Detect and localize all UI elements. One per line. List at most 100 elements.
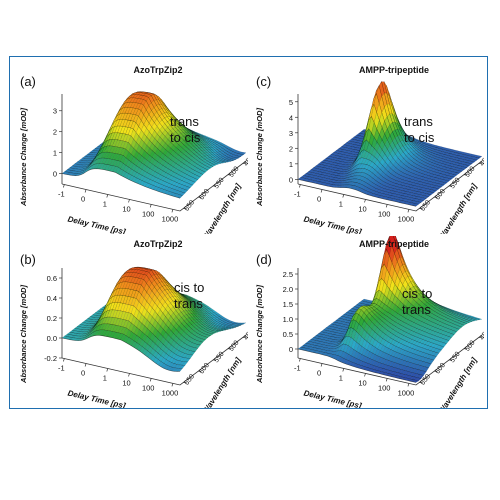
x-tick-label: 1000 <box>398 214 415 223</box>
x-tick <box>299 358 301 362</box>
surface-slice-line <box>61 168 181 199</box>
z-tick-label: 2 <box>53 128 57 137</box>
x-tick <box>128 373 130 377</box>
panel-b-zlabel: Absorbance Change [mOD] <box>19 285 28 384</box>
y-tick-label: 500 <box>464 339 477 353</box>
panel-d-xlabel: Delay Time [ps] <box>303 389 363 408</box>
axis-floor-edge <box>297 334 483 386</box>
y-tick-label: 550 <box>213 177 226 191</box>
z-tick-label: 2 <box>289 144 293 153</box>
x-tick-label: 0 <box>81 369 85 378</box>
panel-d-chart: 00.51.01.52.02.5-10110100100045050055060… <box>255 236 484 408</box>
z-tick-label: -0.2 <box>44 354 57 363</box>
z-tick-label: 0.4 <box>47 294 57 303</box>
z-tick-label: 0 <box>289 345 293 354</box>
x-tick <box>84 189 87 193</box>
panel-c-zlabel: Absorbance Change [mOD] <box>255 108 264 207</box>
panel-a-zlabel: Absorbance Change [mOD] <box>19 108 28 207</box>
panel-d-label: (d) <box>256 252 272 267</box>
panel-a-xlabel: Delay Time [ps] <box>67 215 127 234</box>
y-tick-label: 600 <box>198 362 211 376</box>
panel-b-title: AzoTrpZip2 <box>134 239 183 249</box>
z-tick-label: 0.5 <box>283 330 293 339</box>
panel-b-label: (b) <box>20 252 36 267</box>
y-tick-label: 450 <box>479 328 484 342</box>
x-tick-label: 0 <box>317 369 321 378</box>
panel-c-annotation-line1: trans <box>404 114 433 129</box>
x-tick <box>149 378 152 382</box>
x-tick <box>320 189 323 193</box>
x-tick-label: 1000 <box>162 388 179 397</box>
y-tick-label: 450 <box>479 154 484 168</box>
panel-a-annotation-line1: trans <box>170 114 199 129</box>
z-tick-label: 1.0 <box>283 315 293 324</box>
x-tick <box>385 378 388 382</box>
panel-c-annotation-line2: to cis <box>404 130 435 145</box>
x-tick-label: 1 <box>339 373 343 382</box>
x-tick-label: 1000 <box>398 388 415 397</box>
z-tick-label: 2.5 <box>283 270 293 279</box>
panel-c-label: (c) <box>256 74 271 89</box>
panel-a-surface <box>61 91 247 199</box>
panel-c-surface <box>297 81 483 207</box>
panel-a-title: AzoTrpZip2 <box>134 65 183 75</box>
axis-floor-edge <box>297 160 483 212</box>
x-tick-label: 1 <box>339 199 343 208</box>
x-tick <box>320 363 323 367</box>
x-tick-label: 1000 <box>162 214 179 223</box>
x-tick <box>171 209 174 213</box>
z-tick-label: 1 <box>289 160 293 169</box>
surface-slice-line <box>297 348 417 383</box>
x-tick-label: 1 <box>103 199 107 208</box>
axis-floor-edge <box>61 334 247 386</box>
y-tick-label: 650 <box>183 199 196 213</box>
x-tick <box>364 373 366 377</box>
x-tick <box>128 199 130 203</box>
x-tick-label: 0 <box>317 195 321 204</box>
z-tick-label: 0 <box>53 170 57 179</box>
x-tick-label: 10 <box>358 378 366 387</box>
panel-d-title: AMPP-tripeptide <box>359 239 429 249</box>
z-tick-label: 5 <box>289 98 293 107</box>
z-tick-label: 0 <box>289 175 293 184</box>
axis-floor-edge <box>61 160 247 212</box>
panel-d-zlabel: Absorbance Change [mOD] <box>255 285 264 384</box>
panel-b-annotation-line2: trans <box>174 296 203 311</box>
panel-c-title: AMPP-tripeptide <box>359 65 429 75</box>
z-tick-label: 1.5 <box>283 300 293 309</box>
x-tick-label: 1 <box>103 373 107 382</box>
y-tick-label: 500 <box>228 165 241 179</box>
x-tick <box>149 204 152 208</box>
z-tick-label: 2.0 <box>283 285 293 294</box>
y-tick-label: 600 <box>434 362 447 376</box>
x-tick <box>342 368 345 372</box>
x-tick <box>364 199 366 203</box>
x-tick-label: 10 <box>122 378 130 387</box>
x-tick-label: 100 <box>142 209 155 218</box>
panel-d-annotation-line1: cis to <box>402 286 432 301</box>
y-tick-label: 550 <box>213 351 226 365</box>
z-tick-label: 1 <box>53 149 57 158</box>
y-tick-label: 450 <box>243 328 248 342</box>
panel-a-annotation-line2: to cis <box>170 130 201 145</box>
x-tick <box>407 383 410 387</box>
x-tick <box>106 368 109 372</box>
surface-slice-line <box>297 179 417 207</box>
panel-d-axes: 00.51.01.52.02.5-10110100100045050055060… <box>283 268 484 397</box>
panel-b-xlabel: Delay Time [ps] <box>67 389 127 408</box>
y-tick-label: 450 <box>243 154 248 168</box>
x-tick <box>299 184 301 188</box>
x-tick-label: 0 <box>81 195 85 204</box>
surface-slice-line <box>61 335 181 372</box>
z-tick-label: 0.2 <box>47 314 57 323</box>
y-tick-label: 650 <box>183 373 196 387</box>
z-tick-label: 3 <box>53 107 57 116</box>
x-tick <box>171 383 174 387</box>
panel-c-xlabel: Delay Time [ps] <box>303 215 363 234</box>
x-tick <box>84 363 87 367</box>
panel-d-annotation-line2: trans <box>402 302 431 317</box>
x-tick <box>63 184 65 188</box>
x-tick <box>63 358 65 362</box>
